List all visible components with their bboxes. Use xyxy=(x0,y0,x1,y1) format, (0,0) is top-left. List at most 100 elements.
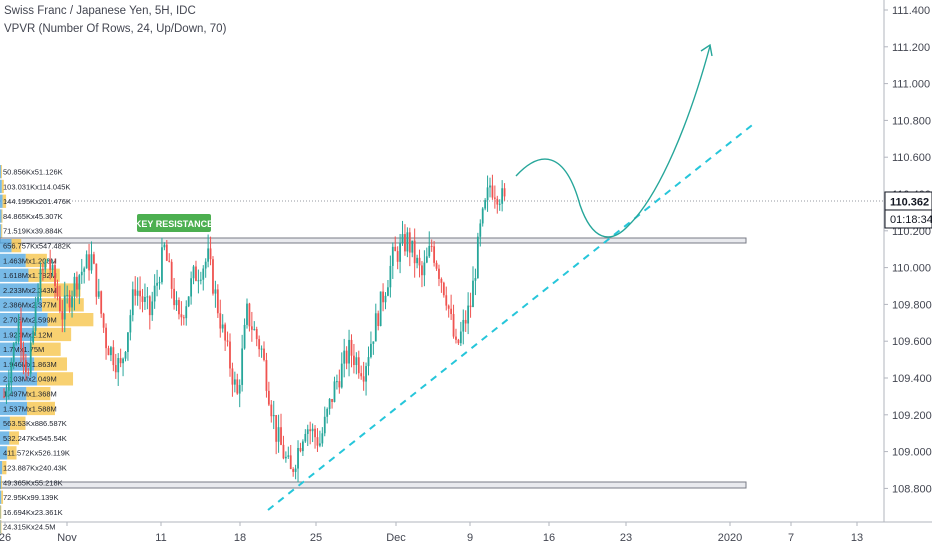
candle xyxy=(450,294,453,320)
x-tick-label: 2020 xyxy=(718,532,742,544)
candle-body xyxy=(338,381,341,388)
candle-body xyxy=(44,261,47,270)
vp-down-bar xyxy=(34,357,68,371)
support-zone xyxy=(0,481,747,489)
vp-row-label: 411.572Kx526.119K xyxy=(3,449,70,458)
candle-body xyxy=(15,341,18,344)
candle xyxy=(175,291,178,311)
candle-body xyxy=(306,429,309,434)
vp-down-bar xyxy=(1,224,3,238)
candle-body xyxy=(129,315,132,333)
volume-profile-row: 72.95Kx99.139K xyxy=(0,490,58,504)
candle-body xyxy=(267,390,270,405)
candle-body xyxy=(231,368,234,385)
candle xyxy=(29,335,32,377)
candle-body xyxy=(408,232,411,253)
vp-up-bar xyxy=(0,461,3,475)
countdown-bg xyxy=(884,209,932,229)
candle-body xyxy=(173,288,175,306)
candle xyxy=(263,341,265,362)
candle-body xyxy=(457,339,460,344)
candle-body xyxy=(263,348,265,361)
vp-down-bar xyxy=(0,165,2,179)
candle xyxy=(445,286,448,311)
candle xyxy=(297,440,299,483)
candle-body xyxy=(144,296,146,302)
candle xyxy=(224,322,227,351)
candle xyxy=(411,240,414,258)
candle xyxy=(394,236,397,252)
y-tick-label: 109.800 xyxy=(892,299,932,311)
candle-body xyxy=(498,203,501,205)
candle-body xyxy=(46,259,49,262)
candle-body xyxy=(255,329,258,340)
candle xyxy=(501,180,504,212)
candle xyxy=(282,435,285,460)
candle xyxy=(423,250,426,287)
resistance-zone xyxy=(0,237,747,244)
candle-body xyxy=(221,324,224,329)
candle xyxy=(319,430,321,448)
candle xyxy=(229,333,231,377)
candle xyxy=(321,427,324,447)
candle xyxy=(56,279,59,301)
candle xyxy=(114,353,117,379)
volume-profile-row: 123.887Kx240.43K xyxy=(0,461,67,475)
candle xyxy=(61,299,64,333)
candle-body xyxy=(316,437,319,446)
candle-body xyxy=(416,257,418,264)
candle-body xyxy=(280,427,282,445)
candle xyxy=(399,233,401,274)
vp-down-bar xyxy=(36,372,74,386)
volume-profile-row: 1.946Mx1.863M xyxy=(0,357,68,371)
candle-body xyxy=(272,415,275,417)
candle xyxy=(73,272,76,311)
candle xyxy=(272,400,275,430)
candle-body xyxy=(379,291,382,327)
candle-body xyxy=(425,256,428,263)
vp-up-bar xyxy=(0,209,2,223)
candle xyxy=(207,234,210,268)
candle-body xyxy=(182,317,185,319)
y-tick-label: 108.800 xyxy=(892,483,932,495)
candle xyxy=(343,338,346,378)
candle-body xyxy=(413,240,416,264)
candle-body xyxy=(90,254,93,271)
candle xyxy=(192,264,195,285)
vp-row-label: 16.694Kx23.361K xyxy=(3,508,63,517)
candle-body xyxy=(170,261,173,289)
vp-down-bar xyxy=(1,179,4,194)
candle xyxy=(199,271,202,285)
candle-body xyxy=(214,289,217,294)
candle-body xyxy=(418,257,421,266)
candle xyxy=(306,424,309,447)
candle-body xyxy=(476,236,479,279)
volume-profile-row: 532.247Kx545.54K xyxy=(0,431,67,445)
x-tick-label: Dec xyxy=(386,532,406,544)
vp-row-label: 84.865Kx45.307K xyxy=(3,212,63,221)
candle-body xyxy=(282,444,285,459)
candle xyxy=(124,350,127,362)
candle-body xyxy=(58,296,61,312)
candle-body xyxy=(343,350,346,364)
candle xyxy=(255,326,258,347)
candle xyxy=(37,283,39,306)
candle xyxy=(144,283,146,310)
candle xyxy=(479,219,482,247)
vp-down-bar xyxy=(25,253,47,268)
candle xyxy=(187,296,190,308)
vp-row-label: 1.463Mx1.203M xyxy=(3,256,57,265)
candle xyxy=(246,298,248,329)
candle-body xyxy=(124,351,127,359)
candle xyxy=(88,243,90,281)
candle xyxy=(464,310,467,332)
key-resistance-bg xyxy=(137,214,211,232)
x-tick-label: 11 xyxy=(155,532,166,544)
candle-body xyxy=(73,276,76,297)
candle xyxy=(202,265,205,291)
volume-profile-row: 1.463Mx1.203M xyxy=(0,253,57,268)
candle xyxy=(54,258,56,299)
vp-row-label: 123.887Kx240.43K xyxy=(3,464,67,473)
candle-body xyxy=(63,295,66,320)
candle-body xyxy=(119,358,122,364)
